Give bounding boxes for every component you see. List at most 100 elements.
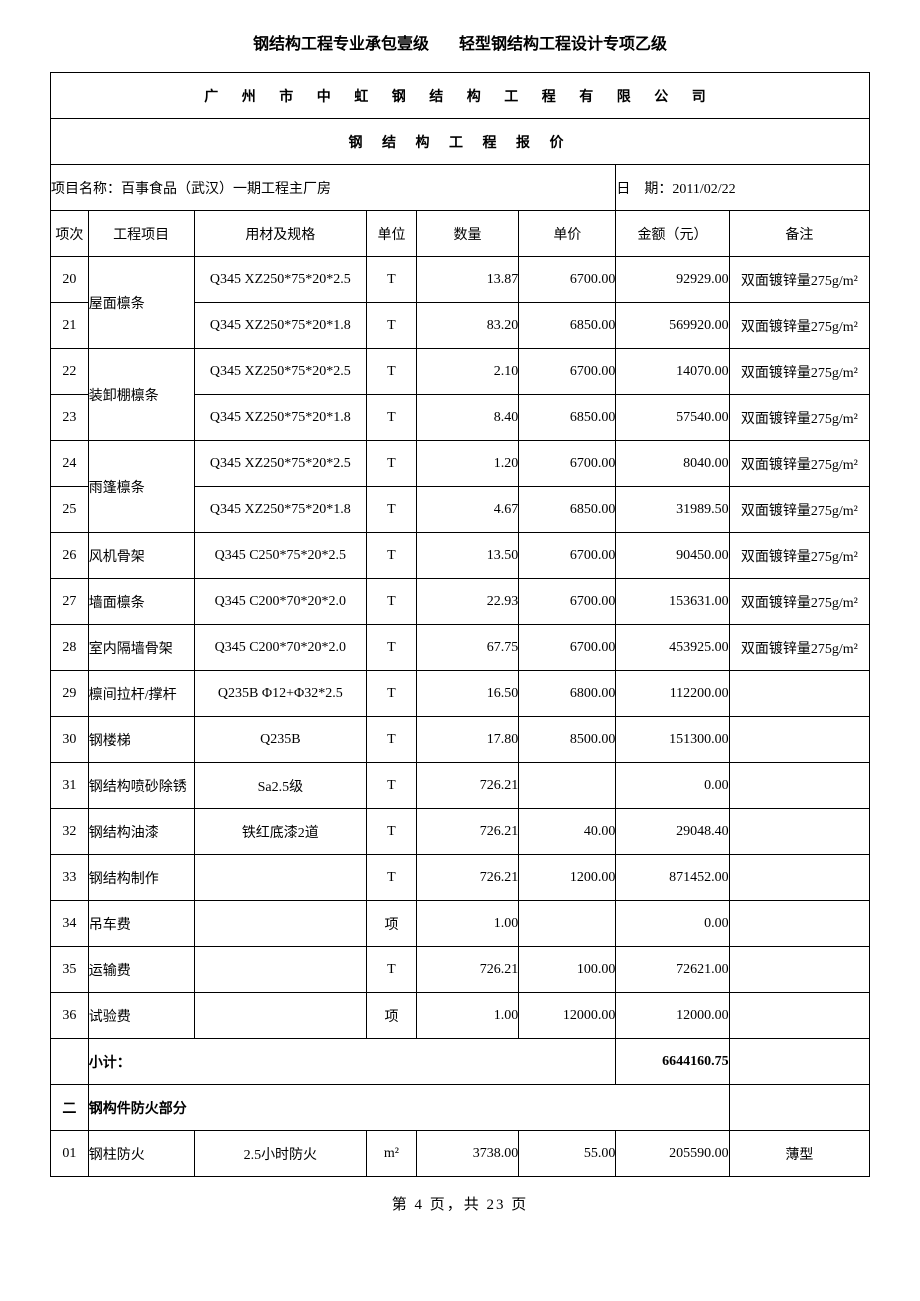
cell-item: 运输费 [88,947,194,993]
table-row: 22装卸棚檩条Q345 XZ250*75*20*2.5T2.106700.001… [51,349,870,395]
cell-no: 23 [51,395,89,441]
cell-unit: T [367,579,417,625]
table-row: 35运输费T726.21100.0072621.00 [51,947,870,993]
col-unit: 单位 [367,211,417,257]
cell-item: 钢楼梯 [88,717,194,763]
table-row: 24雨篷檩条Q345 XZ250*75*20*2.5T1.206700.0080… [51,441,870,487]
cell-amount: 57540.00 [616,395,729,441]
cell-item: 风机骨架 [88,533,194,579]
cell-amount: 12000.00 [616,993,729,1039]
cell-no: 28 [51,625,89,671]
cell-price: 6700.00 [519,441,616,487]
cell-amount: 72621.00 [616,947,729,993]
cell-item: 钢结构油漆 [88,809,194,855]
subtotal-label: 小计： [88,1039,616,1085]
page-footer: 第 4 页，共 23 页 [50,1193,870,1214]
cell-qty: 8.40 [416,395,519,441]
table-row: 31钢结构喷砂除锈Sa2.5级T726.210.00 [51,763,870,809]
cell-unit: T [367,395,417,441]
cell-no: 31 [51,763,89,809]
cell-remark: 双面镀锌量275g/m² [729,395,869,441]
cell-unit: T [367,349,417,395]
table-row: 26风机骨架Q345 C250*75*20*2.5T13.506700.0090… [51,533,870,579]
table-row: 29檩间拉杆/撑杆Q235B Φ12+Φ32*2.5T16.506800.001… [51,671,870,717]
cell-item: 钢结构制作 [88,855,194,901]
doc-title-row: 钢 结 构 工 程 报 价 [51,119,870,165]
cell-amount: 29048.40 [616,809,729,855]
cell-spec: Q235B Φ12+Φ32*2.5 [194,671,367,717]
cell-spec: 铁红底漆2道 [194,809,367,855]
col-no: 项次 [51,211,89,257]
cell-item: 钢柱防火 [88,1131,194,1177]
cell-remark: 双面镀锌量275g/m² [729,579,869,625]
cell-qty: 22.93 [416,579,519,625]
cell-qty: 726.21 [416,809,519,855]
cell-amount: 31989.50 [616,487,729,533]
cell-remark [729,947,869,993]
cell-qty: 17.80 [416,717,519,763]
cell-price: 6700.00 [519,625,616,671]
table-row: 27墙面檩条Q345 C200*70*20*2.0T22.936700.0015… [51,579,870,625]
cell-item: 装卸棚檩条 [88,349,194,441]
col-item: 工程项目 [88,211,194,257]
cell-price: 6850.00 [519,395,616,441]
cell-price: 100.00 [519,947,616,993]
table-row: 01钢柱防火2.5小时防火m²3738.0055.00205590.00薄型 [51,1131,870,1177]
cell-remark [729,717,869,763]
cell-remark: 双面镀锌量275g/m² [729,487,869,533]
cell-remark: 双面镀锌量275g/m² [729,303,869,349]
cell-remark: 双面镀锌量275g/m² [729,441,869,487]
project-name: 百事食品（武汉）一期工程主厂房 [121,182,331,197]
cell-unit: T [367,717,417,763]
cell-no: 30 [51,717,89,763]
cell-item: 雨篷檩条 [88,441,194,533]
section2-header-row: 二 钢构件防火部分 [51,1085,870,1131]
cell-unit: T [367,441,417,487]
col-remark: 备注 [729,211,869,257]
cell-unit: T [367,625,417,671]
cell-remark [729,993,869,1039]
cell-unit: T [367,947,417,993]
date-value: 2011/02/22 [672,182,735,197]
cell-unit: T [367,257,417,303]
cell-unit: T [367,763,417,809]
cell-item: 试验费 [88,993,194,1039]
cell-remark [729,671,869,717]
cell-amount: 0.00 [616,763,729,809]
cell-price: 8500.00 [519,717,616,763]
cell-item: 室内隔墙骨架 [88,625,194,671]
cell-qty: 726.21 [416,947,519,993]
cell-no: 26 [51,533,89,579]
cell-unit: T [367,487,417,533]
cell-remark: 双面镀锌量275g/m² [729,533,869,579]
cell-no: 20 [51,257,89,303]
project-label: 项目名称： [51,182,121,197]
cell-spec [194,947,367,993]
cell-qty: 1.20 [416,441,519,487]
cell-spec: Q345 XZ250*75*20*1.8 [194,303,367,349]
cell-remark [729,809,869,855]
cell-qty: 1.00 [416,901,519,947]
meta-row: 项目名称：百事食品（武汉）一期工程主厂房 日 期：2011/02/22 [51,165,870,211]
cell-qty: 13.50 [416,533,519,579]
cell-price: 55.00 [519,1131,616,1177]
cell-qty: 1.00 [416,993,519,1039]
cell-no: 36 [51,993,89,1039]
cell-item: 钢结构喷砂除锈 [88,763,194,809]
cell-price: 6800.00 [519,671,616,717]
cell-spec: 2.5小时防火 [194,1131,367,1177]
cell-item: 屋面檩条 [88,257,194,349]
subtotal-remark [729,1039,869,1085]
subtotal-amount: 6644160.75 [616,1039,729,1085]
cell-spec: Q345 C200*70*20*2.0 [194,579,367,625]
cell-remark: 双面镀锌量275g/m² [729,257,869,303]
cell-spec: Q345 C250*75*20*2.5 [194,533,367,579]
col-amount: 金额（元） [616,211,729,257]
cell-price: 40.00 [519,809,616,855]
cell-no: 27 [51,579,89,625]
cell-spec [194,993,367,1039]
cell-qty: 67.75 [416,625,519,671]
data-body-2: 01钢柱防火2.5小时防火m²3738.0055.00205590.00薄型 [51,1131,870,1177]
cell-qty: 13.87 [416,257,519,303]
table-row: 30钢楼梯Q235BT17.808500.00151300.00 [51,717,870,763]
